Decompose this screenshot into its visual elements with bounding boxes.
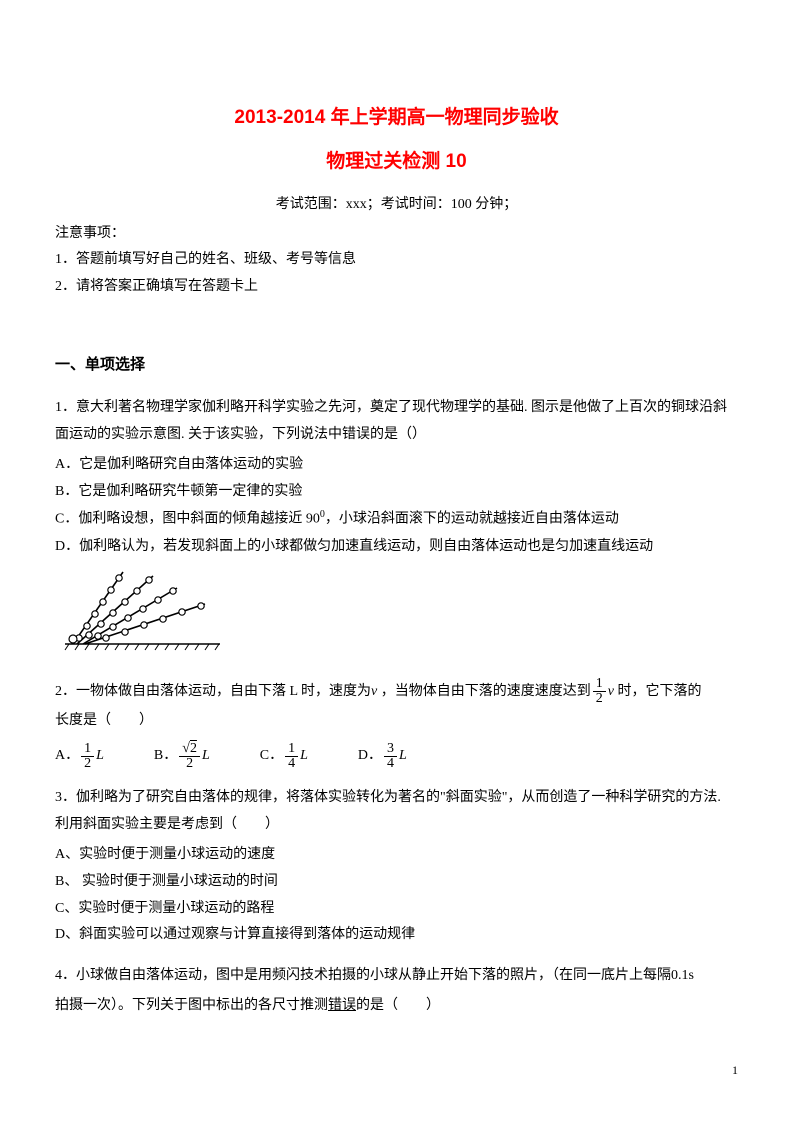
q2-b-sqrt: 2 bbox=[190, 741, 197, 756]
q4-wrong: 错误 bbox=[328, 998, 356, 1013]
q2-d-suf: L bbox=[399, 743, 407, 770]
q2-a-num: 1 bbox=[81, 742, 94, 757]
q2-c-label: C． bbox=[260, 743, 283, 770]
q2-a-den: 2 bbox=[81, 757, 94, 771]
notice-line-2: 2．请将答案正确填写在答题卡上 bbox=[55, 274, 738, 301]
q4-interval: 0.1s bbox=[671, 968, 694, 983]
q2-d-den: 4 bbox=[384, 757, 397, 771]
question-2: 2．一物体做自由落体运动，自由下落 L 时，速度为v ，当物体自由下落的速度速度… bbox=[55, 677, 738, 771]
q1-c-post: ，小球沿斜面滚下的运动就越接近自由落体运动 bbox=[325, 512, 619, 527]
q2-a-suf: L bbox=[96, 743, 104, 770]
q2-c-num: 1 bbox=[285, 742, 298, 757]
q2-c-frac: 14 bbox=[285, 742, 298, 771]
q2-d-label: D． bbox=[358, 743, 382, 770]
section-title: 一、单项选择 bbox=[55, 351, 738, 380]
q2-b-label: B． bbox=[154, 743, 177, 770]
q2-d-frac: 34 bbox=[384, 742, 397, 771]
exam-page: 2013-2014 年上学期高一物理同步验收 物理过关检测 10 考试范围：xx… bbox=[0, 0, 793, 1122]
notice-line-1: 1．答题前填写好自己的姓名、班级、考号等信息 bbox=[55, 247, 738, 274]
q2-a-label: A． bbox=[55, 743, 79, 770]
q2-a-frac: 12 bbox=[81, 742, 94, 771]
q2-line2: 长度是（ ） bbox=[55, 708, 738, 735]
q2-c-den: 4 bbox=[285, 757, 298, 771]
q2-stem: 2．一物体做自由落体运动，自由下落 L 时，速度为v ，当物体自由下落的速度速度… bbox=[55, 677, 738, 708]
q1-stem: 1．意大利著名物理学家伽利略开科学实验之先河，奠定了现代物理学的基础. 图示是他… bbox=[55, 395, 738, 448]
q2-opt-a: A． 12L bbox=[55, 742, 104, 771]
q4-l2-post: 的是（ ） bbox=[356, 998, 440, 1013]
q2-frac-num: 1 bbox=[593, 677, 606, 692]
q2-pre: 2．一物体做自由落体运动，自由下落 L 时，速度为 bbox=[55, 684, 371, 699]
q2-frac-den: 2 bbox=[593, 692, 606, 706]
main-title-1: 2013-2014 年上学期高一物理同步验收 bbox=[55, 100, 738, 136]
q2-opt-b: B． √22L bbox=[154, 742, 210, 771]
q2-b-suf: L bbox=[202, 743, 210, 770]
q2-post: 时，它下落的 bbox=[614, 684, 702, 699]
page-number: 1 bbox=[732, 1059, 738, 1082]
question-3: 3．伽利略为了研究自由落体的规律，将落体实验转化为著名的"斜面实验"，从而创造了… bbox=[55, 785, 738, 949]
main-title-2: 物理过关检测 10 bbox=[55, 144, 738, 180]
q3-opt-a: A、实验时便于测量小球运动的速度 bbox=[55, 842, 738, 869]
question-1: 1．意大利著名物理学家伽利略开科学实验之先河，奠定了现代物理学的基础. 图示是他… bbox=[55, 395, 738, 663]
q2-opt-c: C． 14L bbox=[260, 742, 308, 771]
q3-opt-d: D、斜面实验可以通过观察与计算直接得到落体的运动规律 bbox=[55, 922, 738, 949]
q4-l2-pre: 拍摄一次）。下列关于图中标出的各尺寸推测 bbox=[55, 998, 328, 1013]
q1-c-pre: C．伽利略设想，图中斜面的倾角越接近 90 bbox=[55, 512, 320, 527]
q2-frac: 12 bbox=[593, 677, 606, 706]
q2-d-num: 3 bbox=[384, 742, 397, 757]
incline-diagram bbox=[55, 566, 738, 663]
q2-b-frac: √22 bbox=[179, 742, 200, 771]
q4-line2: 拍摄一次）。下列关于图中标出的各尺寸推测错误的是（ ） bbox=[55, 993, 738, 1020]
q1-opt-b: B．它是伽利略研究牛顿第一定律的实验 bbox=[55, 479, 738, 506]
q2-mid: ，当物体自由下落的速度速度达到 bbox=[377, 684, 591, 699]
q3-opt-b: B、 实验时便于测量小球运动的时间 bbox=[55, 869, 738, 896]
q1-opt-d: D．伽利略认为，若发现斜面上的小球都做匀加速直线运动，则自由落体运动也是匀加速直… bbox=[55, 534, 738, 561]
q4-stem: 4．小球做自由落体运动，图中是用频闪技术拍摄的小球从静止开始下落的照片，（在同一… bbox=[55, 963, 738, 990]
question-4: 4．小球做自由落体运动，图中是用频闪技术拍摄的小球从静止开始下落的照片，（在同一… bbox=[55, 963, 738, 1020]
q2-b-num: √2 bbox=[179, 742, 200, 757]
q2-c-suf: L bbox=[300, 743, 308, 770]
notice-label: 注意事项： bbox=[55, 221, 738, 248]
incline-svg bbox=[55, 566, 225, 652]
exam-info: 考试范围：xxx；考试时间：100 分钟； bbox=[55, 192, 738, 219]
q1-opt-c: C．伽利略设想，图中斜面的倾角越接近 900，小球沿斜面滚下的运动就越接近自由落… bbox=[55, 505, 738, 533]
q3-stem: 3．伽利略为了研究自由落体的规律，将落体实验转化为著名的"斜面实验"，从而创造了… bbox=[55, 785, 738, 838]
q2-b-den: 2 bbox=[179, 757, 200, 771]
q2-options: A． 12L B． √22L C． 14L D． 34L bbox=[55, 742, 738, 771]
q3-opt-c: C、实验时便于测量小球运动的路程 bbox=[55, 896, 738, 923]
q2-opt-d: D． 34L bbox=[358, 742, 407, 771]
q1-opt-a: A．它是伽利略研究自由落体运动的实验 bbox=[55, 452, 738, 479]
q4-pre: 4．小球做自由落体运动，图中是用频闪技术拍摄的小球从静止开始下落的照片，（在同一… bbox=[55, 968, 671, 983]
